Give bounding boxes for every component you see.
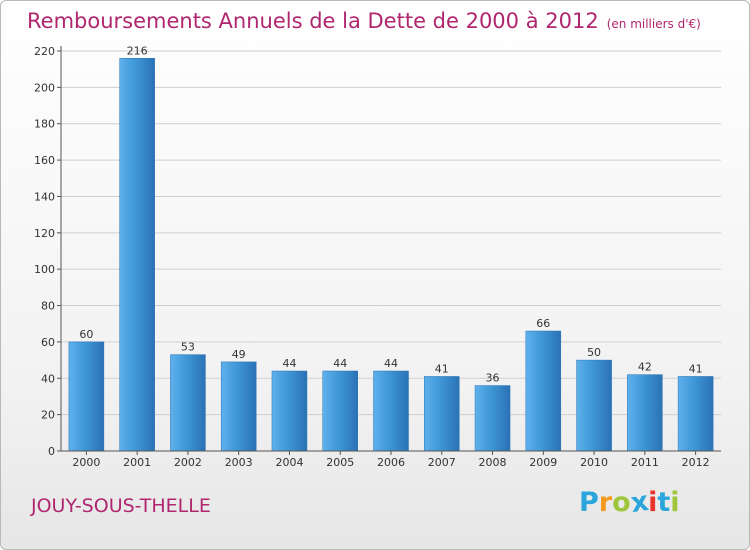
x-tick-label: 2002 [174,456,202,469]
x-tick-label: 2011 [631,456,659,469]
y-tick-label: 40 [41,372,55,385]
bar-2001 [119,58,155,452]
bar-value-label: 44 [384,357,398,370]
y-tick-label: 120 [34,227,55,240]
bar-2008 [474,385,511,452]
logo-letter: i [648,487,658,518]
bar-2006 [373,370,409,452]
x-tick-label: 2000 [72,456,100,469]
bar-value-label: 44 [282,357,296,370]
bar-2007 [424,376,460,452]
bar-2002 [170,354,206,452]
x-tick-label: 2005 [326,456,354,469]
bar-value-label: 50 [587,346,601,359]
logo-letter: i [670,487,680,518]
bar-value-label: 42 [638,361,652,374]
x-tick-label: 2001 [123,456,151,469]
bar-2003 [220,361,257,452]
x-tick-label: 2009 [529,456,557,469]
logo-letter: P [579,487,599,518]
bar-value-label: 60 [79,328,93,341]
bar-value-label: 53 [181,341,195,354]
chart-title-text: Remboursements Annuels de la Dette de 20… [27,9,599,33]
bar-value-label: 49 [232,348,246,361]
y-tick-label: 140 [34,190,55,203]
y-tick-label: 80 [41,300,55,313]
bar-value-label: 44 [333,357,347,370]
y-tick-label: 180 [34,118,55,131]
logo-letter: o [612,487,631,518]
x-tick-label: 2003 [225,456,253,469]
logo-letter: r [598,487,613,518]
x-tick-label: 2008 [479,456,507,469]
bars: 60 216 53 49 44 44 44 41 36 66 50 42 41 [68,44,714,452]
x-tick-label: 2012 [682,456,710,469]
bar-2010 [576,359,612,452]
bar-2012 [677,376,714,452]
y-tick-label: 220 [34,45,55,58]
bar-2000 [68,341,105,452]
bar-value-label: 41 [689,362,703,375]
y-tick-label: 0 [48,445,55,458]
logo-letter: t [657,487,671,518]
y-tick-label: 100 [34,263,55,276]
y-tick-label: 60 [41,336,55,349]
location-name: JOUY-SOUS-THELLE [31,495,211,517]
chart-title: Remboursements Annuels de la Dette de 20… [27,9,701,33]
bar-value-label: 66 [536,317,550,330]
bar-2005 [322,370,358,452]
y-tick-label: 200 [34,81,55,94]
x-tick-label: 2010 [580,456,608,469]
bar-value-label: 41 [435,362,449,375]
chart-subtitle: (en milliers d'€) [606,17,701,31]
bar-value-label: 216 [127,44,148,57]
y-tick-label: 20 [41,409,55,422]
proxiti-logo: Proxiti [579,485,680,520]
bar-value-label: 36 [486,372,500,385]
x-tick-label: 2004 [275,456,303,469]
bar-2009 [525,330,562,452]
logo-letter: x [628,485,651,520]
x-tick-label: 2007 [428,456,456,469]
x-tick-label: 2006 [377,456,405,469]
bar-2011 [627,374,663,452]
axes: 0 20 40 60 80 100 120 140 160 180 200 220 2000 2001 20… [34,45,721,469]
bar-2004 [271,370,308,452]
y-tick-label: 160 [34,154,55,167]
